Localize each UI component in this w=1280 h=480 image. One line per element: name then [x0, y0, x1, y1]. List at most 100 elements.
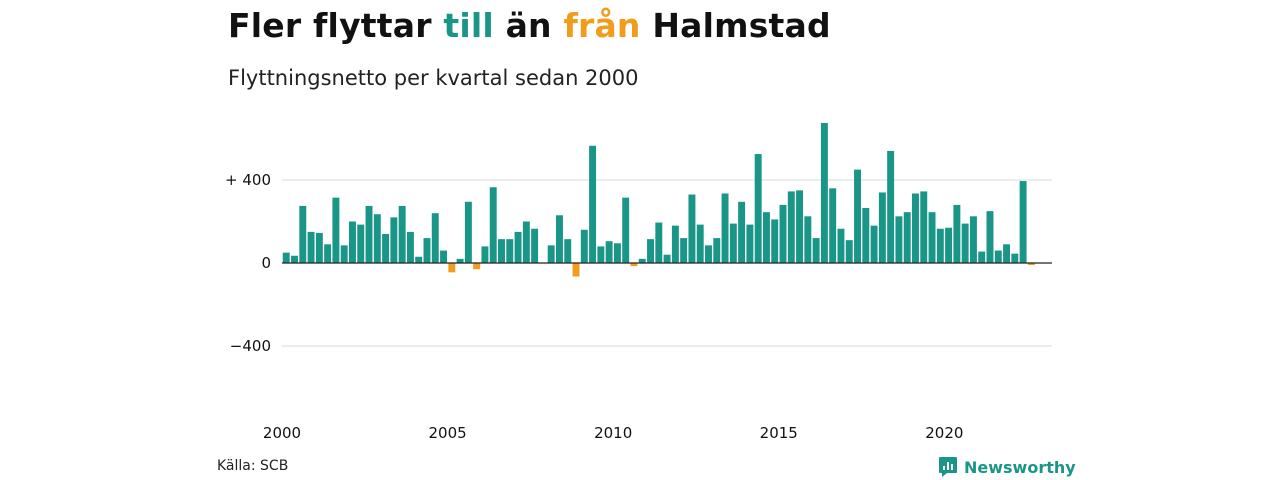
- bar: [729, 223, 737, 263]
- bar: [489, 187, 497, 263]
- bar: [373, 214, 381, 263]
- bar: [638, 258, 646, 263]
- bar: [365, 205, 373, 263]
- bar: [705, 245, 712, 263]
- bar: [315, 232, 323, 263]
- chart-title: Fler flyttar till än från Halmstad: [228, 6, 831, 45]
- bar: [671, 225, 679, 263]
- bar: [1003, 244, 1011, 263]
- bar: [440, 250, 448, 263]
- bar: [506, 239, 514, 263]
- bar: [580, 229, 588, 263]
- bar: [299, 205, 307, 263]
- bar: [415, 256, 423, 263]
- bar: [382, 233, 390, 263]
- bar: [953, 204, 961, 263]
- bar: [282, 252, 290, 264]
- bar: [481, 246, 489, 263]
- bar: [357, 224, 365, 263]
- bar: [473, 263, 481, 270]
- bar: [721, 193, 729, 263]
- y-tick-label: 0: [261, 254, 271, 272]
- bar: [680, 238, 688, 263]
- bar: [804, 216, 812, 263]
- bar: [754, 154, 762, 263]
- bar: [837, 228, 845, 263]
- bar: [406, 231, 414, 264]
- bar: [738, 201, 746, 263]
- newsworthy-logo-icon: [939, 457, 957, 477]
- bar: [547, 245, 555, 263]
- chart-subtitle: Flyttningsnetto per kvartal sedan 2000: [228, 66, 639, 90]
- bar: [688, 194, 696, 263]
- title-part-5: Halmstad: [640, 6, 831, 45]
- bar: [622, 197, 630, 263]
- bar: [1027, 263, 1035, 266]
- bar: [870, 225, 878, 263]
- bar: [845, 240, 853, 263]
- bar: [961, 223, 969, 263]
- x-tick-label: 2020: [925, 424, 963, 442]
- bar: [456, 258, 464, 263]
- bar: [630, 263, 638, 267]
- bar: [663, 254, 671, 263]
- title-part-1: Fler flyttar: [228, 6, 444, 45]
- bar: [771, 219, 779, 263]
- bar: [746, 224, 754, 263]
- bar: [928, 212, 936, 263]
- bar: [903, 212, 911, 263]
- bar: [514, 231, 522, 264]
- newsworthy-logo: Newsworthy: [938, 456, 1076, 478]
- bar: [878, 192, 886, 263]
- bar: [597, 246, 605, 263]
- title-part-3: än: [493, 6, 564, 45]
- bar: [829, 188, 837, 263]
- bar: [696, 224, 704, 263]
- title-part-till: till: [443, 6, 494, 45]
- x-tick-label: 2015: [760, 424, 798, 442]
- bar: [613, 243, 621, 263]
- bar: [398, 205, 406, 263]
- bar: [912, 193, 919, 263]
- bar: [887, 150, 895, 263]
- bar: [787, 191, 795, 263]
- bar: [589, 145, 597, 263]
- source-note: Källa: SCB: [217, 458, 289, 474]
- x-tick-label: 2005: [428, 424, 466, 442]
- bar: [862, 208, 870, 263]
- bar: [564, 239, 572, 263]
- bar: [895, 216, 903, 263]
- bar-layer: [282, 122, 1035, 277]
- bar: [854, 169, 861, 264]
- newsworthy-logo-text: Newsworthy: [964, 457, 1076, 477]
- bar: [390, 217, 398, 263]
- axis-layer: + 400 0 −400 2000 2005 2010 2015 2020: [225, 171, 1052, 442]
- bar: [464, 201, 472, 263]
- bar: [307, 231, 315, 264]
- bar: [324, 244, 332, 263]
- x-tick-label: 2000: [263, 424, 301, 442]
- bar: [555, 215, 563, 263]
- bar: [796, 190, 804, 264]
- bar: [423, 238, 431, 263]
- bar: [713, 238, 721, 263]
- bar: [1011, 253, 1019, 263]
- bar: [969, 216, 977, 263]
- bar: [936, 228, 944, 263]
- bar: [291, 255, 298, 263]
- bar: [945, 227, 953, 263]
- bar: [332, 197, 340, 263]
- bar: [572, 263, 580, 277]
- bar: [994, 250, 1002, 263]
- bar: [820, 122, 828, 263]
- bar: [605, 241, 613, 263]
- bar: [498, 239, 505, 263]
- bar: [812, 238, 820, 263]
- y-tick-label: + 400: [225, 171, 271, 189]
- bar: [986, 211, 994, 264]
- bar: [978, 251, 986, 263]
- x-tick-label: 2010: [594, 424, 632, 442]
- bar: [655, 222, 663, 263]
- bar: [340, 245, 348, 263]
- bar: [647, 239, 654, 263]
